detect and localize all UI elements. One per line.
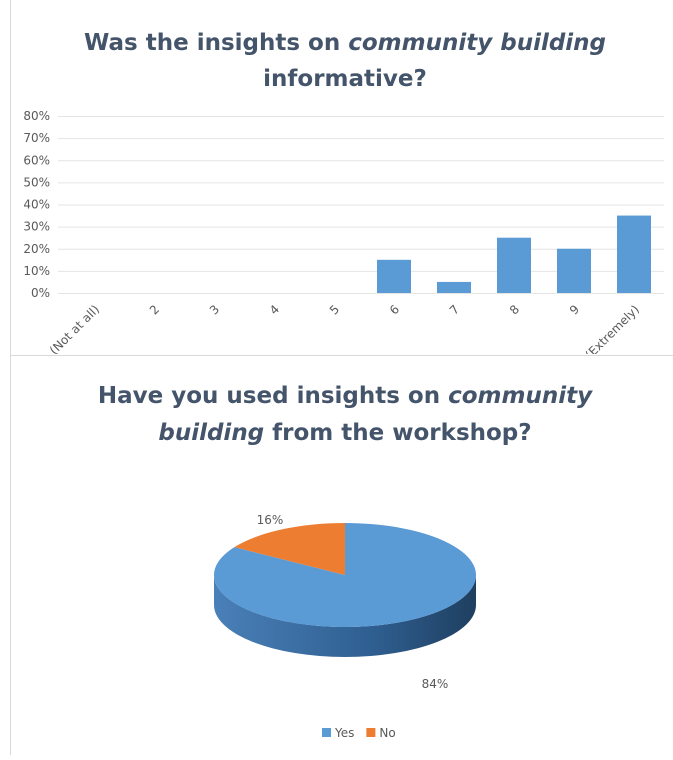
y-tick-label: 60% (23, 153, 50, 167)
y-tick-label: 40% (23, 198, 50, 212)
legend-swatch (322, 728, 331, 737)
title-part: community (448, 383, 593, 409)
pie-slice (234, 523, 345, 575)
x-tick-label: 7 (447, 302, 462, 317)
title-part: from the workshop? (272, 420, 531, 446)
bar (377, 259, 411, 293)
bar (617, 215, 651, 293)
legend-swatch (366, 728, 376, 737)
x-tick-label: 9 (567, 302, 582, 317)
x-tick-label: 6 (387, 302, 402, 317)
data-label: 84% (422, 677, 449, 691)
title-part: informative? (263, 66, 427, 92)
x-tick-label: 8 (507, 302, 522, 317)
y-tick-label: 50% (23, 175, 50, 189)
y-tick-label: 80% (23, 109, 50, 123)
y-tick-label: 10% (23, 264, 50, 278)
pie-slice (213, 523, 477, 628)
bar (437, 281, 471, 293)
y-tick-label: 70% (23, 131, 50, 145)
title-part: Have you used insights on (98, 383, 440, 409)
x-tick-label: 3 (207, 302, 222, 317)
pie-chart: Have you used insights on community buildi… (98, 383, 593, 740)
data-label: 16% (257, 513, 284, 527)
y-tick-label: 20% (23, 242, 50, 256)
x-tick-label: 5 (327, 302, 342, 317)
legend-label: Yes (334, 726, 354, 740)
x-tick-label: 4 (267, 302, 282, 317)
title-part: community building (348, 30, 606, 56)
x-tick-label: 1 (Not at all) (39, 302, 102, 365)
chart-title: Have you used insights on community buildi… (98, 383, 593, 446)
bar (557, 248, 591, 293)
bar-chart: Was the insights on community building inf… (23, 30, 664, 365)
y-tick-label: 30% (23, 220, 50, 234)
y-tick-label: 0% (31, 286, 50, 300)
pie-side (214, 575, 476, 657)
legend-label: No (379, 726, 395, 740)
chart-title: Was the insights on community building inf… (84, 30, 606, 92)
title-part: Was the insights on (84, 30, 340, 56)
title-part: building (158, 420, 264, 446)
x-tick-label: 2 (147, 302, 162, 317)
bar (497, 237, 531, 293)
